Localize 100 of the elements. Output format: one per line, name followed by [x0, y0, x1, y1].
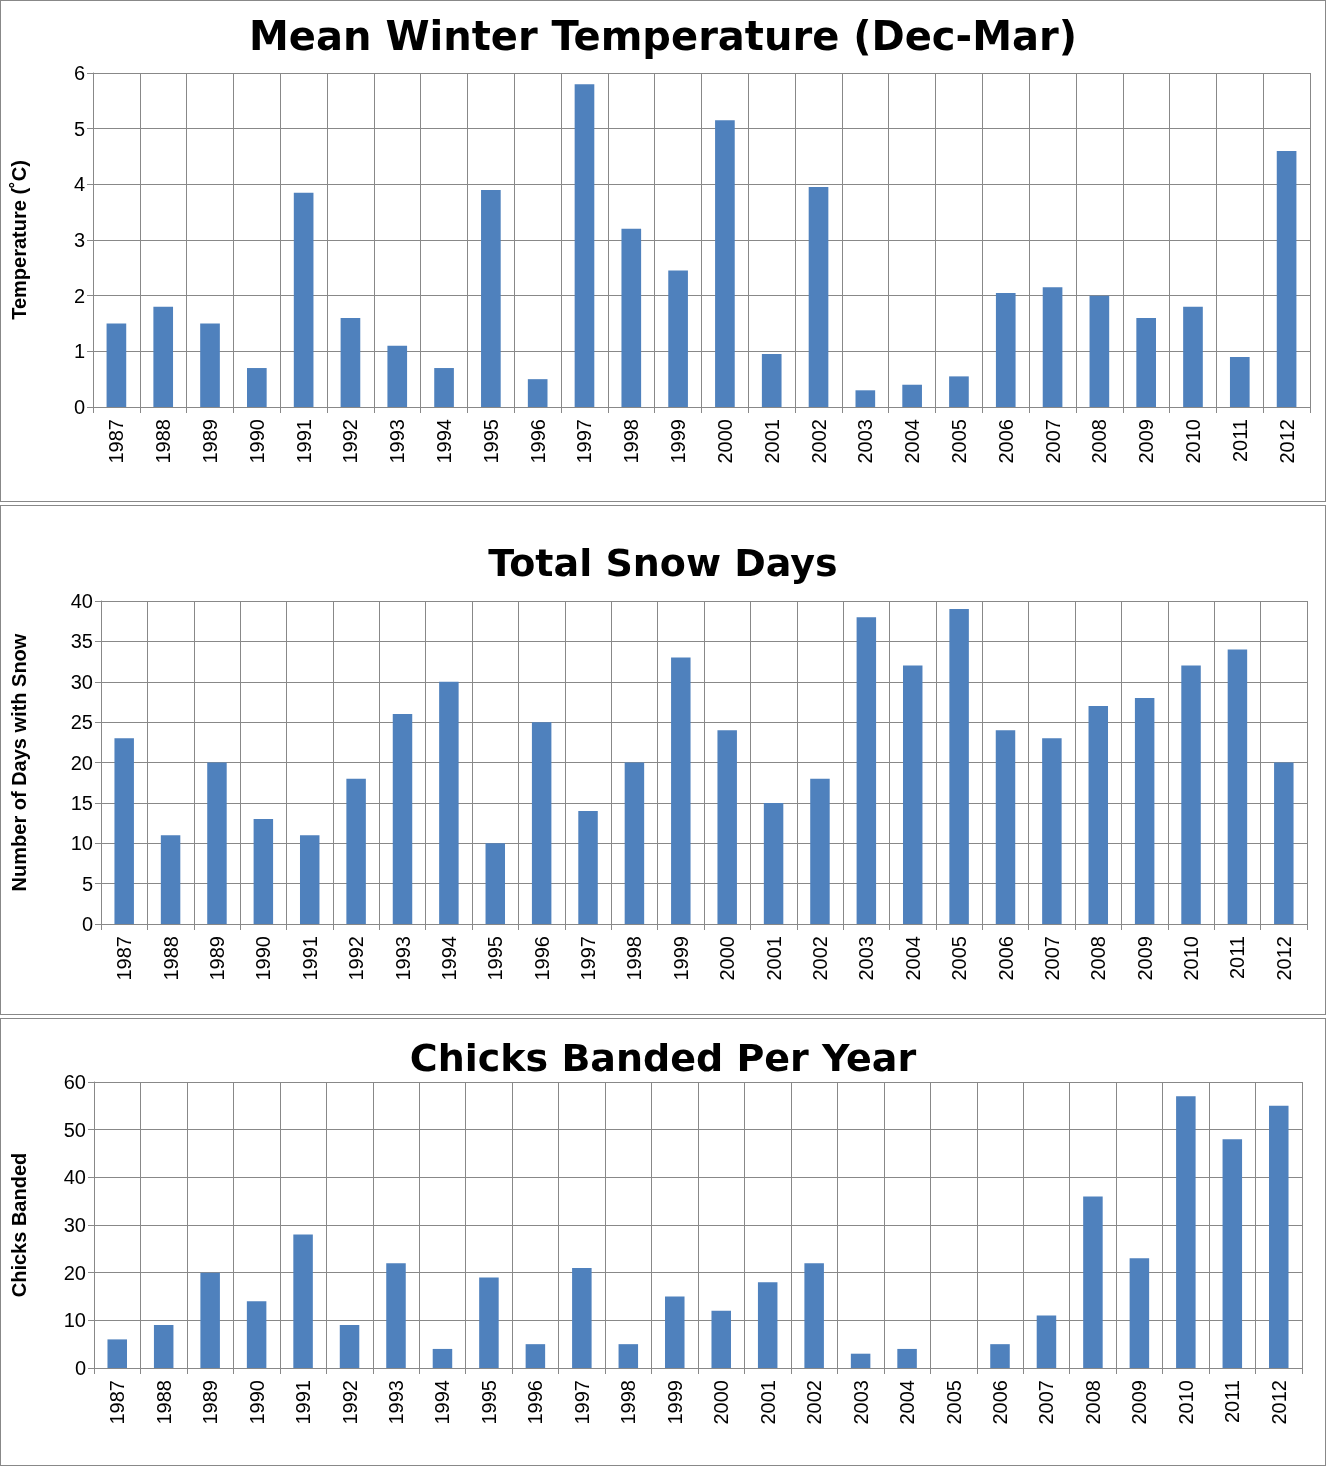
y-tick-label: 2: [73, 284, 85, 307]
bar: [1134, 697, 1155, 924]
x-tick-label: 2005: [947, 419, 970, 464]
y-tick-label: 15: [70, 791, 93, 814]
y-tick-label: 20: [70, 751, 93, 774]
bar: [432, 1348, 453, 1368]
bar: [299, 835, 320, 924]
y-tick-label: 4: [73, 173, 85, 196]
bar: [1176, 1096, 1196, 1368]
bar: [160, 835, 181, 924]
x-tick-label: 2011: [1228, 419, 1251, 463]
bar: [949, 609, 969, 924]
x-tick-label: 1996: [526, 419, 549, 464]
bar: [1181, 665, 1201, 924]
bar: [717, 730, 737, 924]
bar: [897, 1348, 917, 1368]
bar: [439, 681, 459, 924]
y-tick-label: 3: [73, 229, 85, 251]
y-tick-label: 20: [63, 1261, 86, 1284]
x-tick-label: 1991: [292, 1380, 315, 1425]
x-tick-label: 1998: [620, 419, 643, 464]
x-tick-label: 2002: [808, 936, 831, 981]
x-tick-label: 1991: [292, 419, 315, 464]
bar: [757, 1282, 778, 1368]
bar: [715, 120, 735, 407]
bar: [392, 714, 413, 924]
bar: [578, 810, 598, 924]
x-tick-label: 1989: [205, 936, 228, 981]
bar: [339, 1325, 360, 1368]
x-tick-label: 2009: [1135, 419, 1158, 464]
bar: [810, 778, 830, 924]
bar: [481, 189, 501, 407]
bar: [572, 1267, 592, 1368]
bar: [902, 665, 923, 924]
x-tick-label: 1997: [577, 936, 600, 981]
bar: [247, 368, 267, 407]
x-tick-label: 1990: [245, 419, 268, 464]
x-tick-label: 2001: [760, 419, 783, 464]
x-tick-label: 2012: [1267, 1380, 1290, 1425]
x-tick-label: 2005: [942, 1380, 965, 1425]
chart-title: Chicks Banded Per Year: [409, 1036, 917, 1080]
x-tick-label: 2001: [762, 936, 785, 981]
x-tick-label: 1997: [573, 419, 596, 464]
x-tick-label: 2004: [901, 419, 924, 464]
y-tick-label: 50: [63, 1118, 86, 1141]
bar: [1274, 762, 1294, 924]
bar: [1042, 738, 1062, 924]
x-tick-label: 1999: [669, 936, 692, 981]
x-tick-label: 2009: [1128, 1380, 1151, 1425]
bar: [387, 345, 408, 407]
x-tick-label: 2008: [1087, 936, 1110, 981]
bar: [804, 1263, 824, 1368]
bar: [340, 317, 361, 407]
y-axis-title: Chicks Banded: [8, 1152, 30, 1298]
x-tick-label: 2010: [1180, 936, 1203, 981]
bar: [293, 1234, 313, 1368]
x-tick-label: 1995: [477, 1380, 500, 1425]
x-tick-label: 1988: [159, 936, 182, 981]
y-tick-label: 35: [70, 630, 93, 653]
bar: [114, 738, 134, 924]
y-tick-label: 60: [63, 1071, 86, 1093]
y-tick-label: 30: [63, 1214, 86, 1236]
bar: [668, 270, 688, 407]
x-tick-label: 2000: [716, 936, 739, 981]
y-tick-label: 0: [81, 913, 93, 935]
x-tick-label: 1993: [391, 936, 414, 981]
x-tick-label: 1999: [663, 1380, 686, 1425]
x-tick-label: 1993: [386, 419, 409, 464]
x-tick-label: 2006: [989, 1380, 1011, 1425]
bar: [1089, 295, 1110, 407]
x-tick-label: 2008: [1088, 419, 1111, 464]
x-tick-label: 1998: [623, 936, 646, 981]
x-tick-label: 2006: [994, 936, 1017, 981]
x-tick-label: 1994: [433, 419, 456, 464]
bar: [525, 1344, 546, 1368]
x-tick-label: 2003: [854, 419, 877, 464]
x-tick-label: 2007: [1035, 1380, 1058, 1425]
bar: [808, 187, 829, 407]
bar: [618, 1344, 639, 1368]
x-tick-label: 1989: [199, 1380, 222, 1425]
bar: [1183, 306, 1203, 407]
x-tick-label: 2004: [901, 936, 924, 981]
x-tick-label: 2002: [807, 419, 830, 464]
bar: [1229, 356, 1250, 407]
y-tick-label: 30: [70, 670, 93, 693]
bar: [1269, 1105, 1289, 1368]
x-tick-label: 2008: [1081, 1380, 1104, 1425]
y-tick-label: 10: [63, 1309, 86, 1332]
bar: [386, 1263, 406, 1368]
y-tick-label: 25: [70, 711, 93, 734]
bar: [293, 192, 314, 407]
bar: [763, 802, 784, 924]
bar: [200, 323, 220, 407]
x-tick-label: 1992: [339, 419, 362, 464]
x-tick-label: 2001: [756, 1380, 779, 1425]
bar: [761, 354, 782, 407]
x-tick-label: 2005: [948, 936, 971, 981]
bar: [531, 722, 552, 924]
x-tick-label: 2002: [803, 1380, 826, 1425]
x-tick-label: 1997: [570, 1380, 593, 1425]
